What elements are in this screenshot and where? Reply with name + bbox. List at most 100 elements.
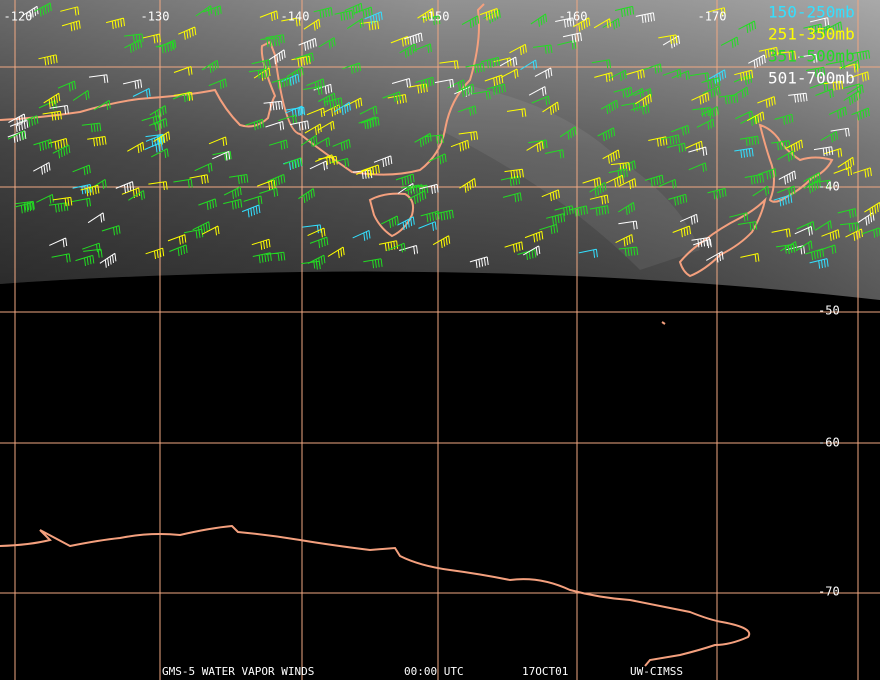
wind-barb bbox=[8, 113, 26, 127]
wind-barb bbox=[803, 179, 821, 194]
wind-barb bbox=[744, 173, 764, 185]
wind-barb bbox=[315, 154, 334, 165]
wind-barb bbox=[420, 210, 440, 223]
wind-barb bbox=[271, 76, 291, 89]
wind-barb bbox=[500, 175, 521, 187]
latitude-label: -60 bbox=[818, 436, 840, 450]
wind-barb bbox=[541, 189, 560, 202]
wind-barb bbox=[528, 139, 548, 149]
wind-barb bbox=[499, 56, 518, 67]
wind-barb bbox=[817, 244, 837, 254]
wind-barb bbox=[530, 13, 548, 27]
wind-barb bbox=[48, 138, 68, 150]
wind-barb bbox=[546, 213, 566, 225]
wind-barb bbox=[391, 78, 411, 88]
wind-barb bbox=[212, 150, 231, 161]
wind-barb bbox=[738, 20, 756, 34]
wind-barb bbox=[544, 149, 565, 159]
wind-barb bbox=[684, 140, 703, 152]
wind-barb bbox=[795, 240, 813, 252]
wind-barb bbox=[223, 198, 243, 210]
wind-barb bbox=[192, 221, 211, 235]
wind-barb bbox=[706, 251, 724, 263]
wind-barb bbox=[359, 20, 380, 31]
wind-barb bbox=[424, 134, 444, 144]
wind-barb bbox=[71, 197, 91, 207]
wind-barb bbox=[434, 78, 455, 88]
wind-barb bbox=[670, 124, 690, 136]
wind-barb bbox=[93, 99, 111, 111]
wind-barb bbox=[504, 241, 524, 253]
wind-barb bbox=[554, 205, 574, 216]
wind-barb bbox=[777, 150, 795, 162]
wind-barb bbox=[265, 251, 286, 262]
wind-barb bbox=[658, 34, 678, 44]
wind-barb bbox=[72, 164, 91, 176]
wind-barb bbox=[312, 137, 331, 148]
wind-barb bbox=[198, 198, 217, 210]
footer: GMS-5 WATER VAPOR WINDS 00:00 UTC 17OCT01 U… bbox=[162, 665, 683, 678]
wind-barb bbox=[61, 20, 81, 32]
wind-barb bbox=[776, 50, 797, 61]
wind-barb bbox=[520, 59, 538, 71]
wind-barb bbox=[281, 17, 301, 27]
wind-barb bbox=[700, 106, 719, 119]
wind-barb bbox=[145, 247, 165, 259]
wind-barb bbox=[830, 127, 850, 137]
longitude-label: -130 bbox=[141, 10, 170, 24]
wind-barb bbox=[486, 83, 506, 96]
wind-barb bbox=[824, 21, 843, 34]
legend-entry: 501-700mb bbox=[768, 69, 855, 88]
water-vapor-shade bbox=[0, 0, 880, 300]
wind-barb bbox=[634, 93, 652, 107]
wind-barb bbox=[660, 134, 680, 146]
wind-barb bbox=[456, 83, 475, 98]
wind-barb bbox=[417, 7, 435, 23]
wind-barb bbox=[124, 33, 144, 44]
wind-barb bbox=[643, 63, 662, 74]
wind-barb bbox=[352, 229, 371, 241]
longitude-label: -170 bbox=[698, 10, 727, 24]
wind-barb bbox=[666, 142, 686, 153]
wind-barb bbox=[522, 245, 541, 256]
wind-barb bbox=[83, 248, 103, 258]
wind-barb bbox=[265, 34, 285, 44]
wind-barb bbox=[559, 126, 577, 140]
wind-barb bbox=[149, 118, 168, 132]
wind-barb bbox=[245, 118, 264, 131]
wind-barb bbox=[688, 146, 708, 156]
wind-barb bbox=[189, 174, 209, 184]
wind-barb bbox=[773, 194, 793, 207]
wind-barb bbox=[99, 252, 117, 268]
wind-barb bbox=[203, 5, 222, 16]
wind-barb bbox=[555, 17, 575, 28]
wind-barb bbox=[504, 168, 524, 179]
latitude-label: -40 bbox=[818, 180, 840, 194]
wind-barb bbox=[19, 115, 39, 127]
wind-barb bbox=[387, 94, 407, 105]
footer-text: GMS-5 WATER VAPOR WINDS bbox=[162, 665, 314, 678]
wind-barb bbox=[241, 204, 261, 218]
wind-barb bbox=[49, 237, 68, 248]
tasmania-coast bbox=[368, 192, 415, 238]
wind-barb bbox=[813, 146, 834, 157]
wind-barb bbox=[248, 68, 269, 79]
longitude-label: -150 bbox=[421, 10, 450, 24]
legend-entry: 251-350mb bbox=[768, 25, 855, 44]
wind-barb bbox=[465, 62, 485, 74]
wind-barb bbox=[845, 228, 863, 241]
wind-barb bbox=[602, 149, 620, 164]
wind-barb bbox=[101, 225, 121, 236]
wind-barb bbox=[774, 113, 794, 125]
wind-barb bbox=[223, 186, 242, 199]
wind-barb bbox=[526, 140, 544, 153]
wind-barb bbox=[690, 72, 710, 82]
wind-barb bbox=[614, 5, 635, 18]
wind-barb bbox=[796, 221, 815, 233]
wind-barb bbox=[434, 209, 454, 221]
wind-barb bbox=[356, 166, 375, 178]
wind-barb bbox=[644, 174, 664, 187]
wind-barb bbox=[757, 168, 777, 180]
footer-text: 00:00 UTC bbox=[404, 665, 464, 678]
wind-barb bbox=[608, 168, 628, 179]
